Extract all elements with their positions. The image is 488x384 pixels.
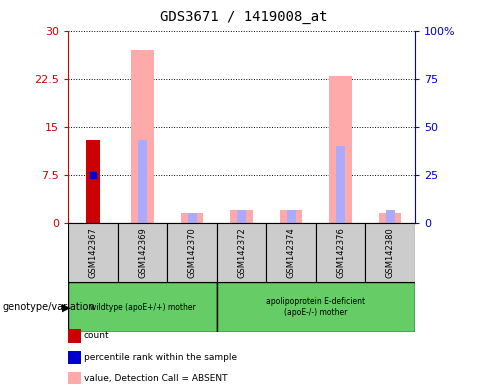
Bar [316, 223, 366, 282]
Bar [187, 213, 197, 223]
Text: GSM142380: GSM142380 [386, 227, 395, 278]
Bar [280, 210, 302, 223]
Text: GSM142376: GSM142376 [336, 227, 345, 278]
Bar [217, 282, 415, 332]
Bar [266, 223, 316, 282]
Bar [230, 210, 253, 223]
Bar [379, 213, 401, 223]
Text: wildtype (apoE+/+) mother: wildtype (apoE+/+) mother [90, 303, 195, 312]
Text: ▶: ▶ [62, 302, 70, 312]
Bar [217, 223, 266, 282]
Bar [138, 140, 147, 223]
Text: GDS3671 / 1419008_at: GDS3671 / 1419008_at [160, 10, 328, 23]
Bar [86, 139, 101, 223]
Bar [329, 76, 352, 223]
Text: GSM142369: GSM142369 [138, 227, 147, 278]
Bar [286, 210, 296, 223]
Text: value, Detection Call = ABSENT: value, Detection Call = ABSENT [84, 374, 227, 383]
Bar [167, 223, 217, 282]
Bar [118, 223, 167, 282]
Text: percentile rank within the sample: percentile rank within the sample [84, 353, 237, 362]
Bar [336, 146, 345, 223]
Bar [68, 223, 118, 282]
Bar [181, 213, 203, 223]
Text: apolipoprotein E-deficient
(apoE-/-) mother: apolipoprotein E-deficient (apoE-/-) mot… [266, 298, 366, 317]
Bar [68, 282, 217, 332]
Bar [366, 223, 415, 282]
Bar [131, 50, 154, 223]
Text: GSM142367: GSM142367 [88, 227, 98, 278]
Text: GSM142372: GSM142372 [237, 227, 246, 278]
Bar [237, 210, 246, 223]
Text: GSM142374: GSM142374 [286, 227, 296, 278]
Text: genotype/variation: genotype/variation [2, 302, 95, 312]
Bar [386, 210, 394, 223]
Text: GSM142370: GSM142370 [187, 227, 197, 278]
Text: count: count [84, 331, 110, 341]
